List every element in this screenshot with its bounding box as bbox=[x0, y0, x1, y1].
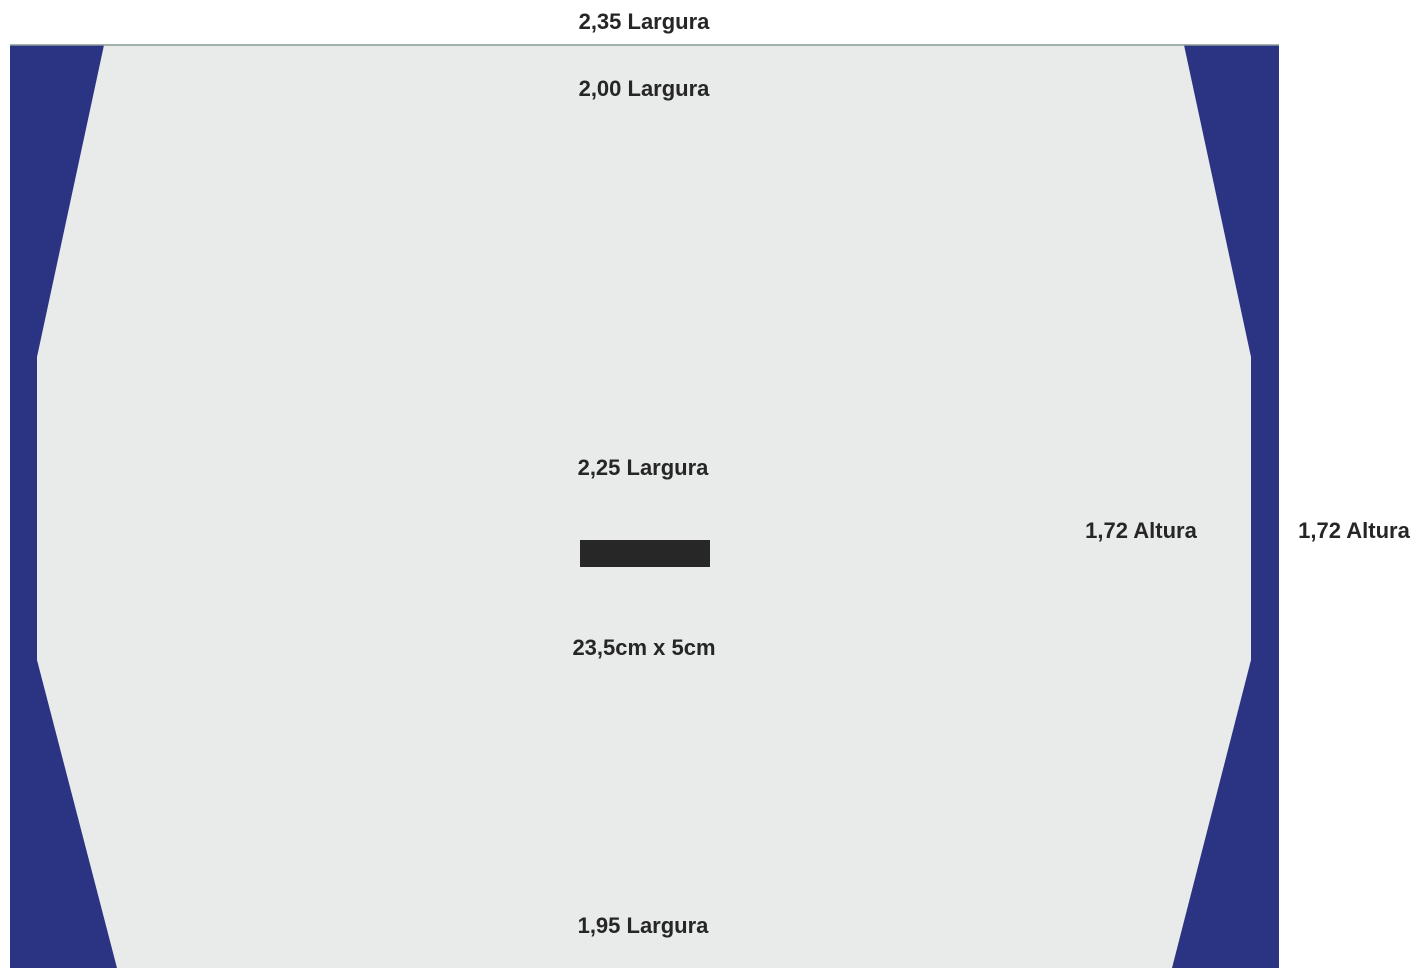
center-bar-rectangle bbox=[580, 540, 710, 567]
bar-size-label: 23,5cm x 5cm bbox=[572, 635, 716, 660]
inner-height-label: 1,72 Altura bbox=[1085, 518, 1197, 543]
outer-height-label: 1,72 Altura bbox=[1298, 518, 1410, 543]
bottom-width-label: 1,95 Largura bbox=[577, 913, 709, 938]
inner-top-width-label: 2,00 Largura bbox=[578, 76, 710, 101]
inner-octagon-shape bbox=[37, 45, 1251, 968]
middle-width-label: 2,25 Largura bbox=[577, 455, 709, 480]
outer-top-width-label: 2,35 Largura bbox=[578, 9, 710, 34]
